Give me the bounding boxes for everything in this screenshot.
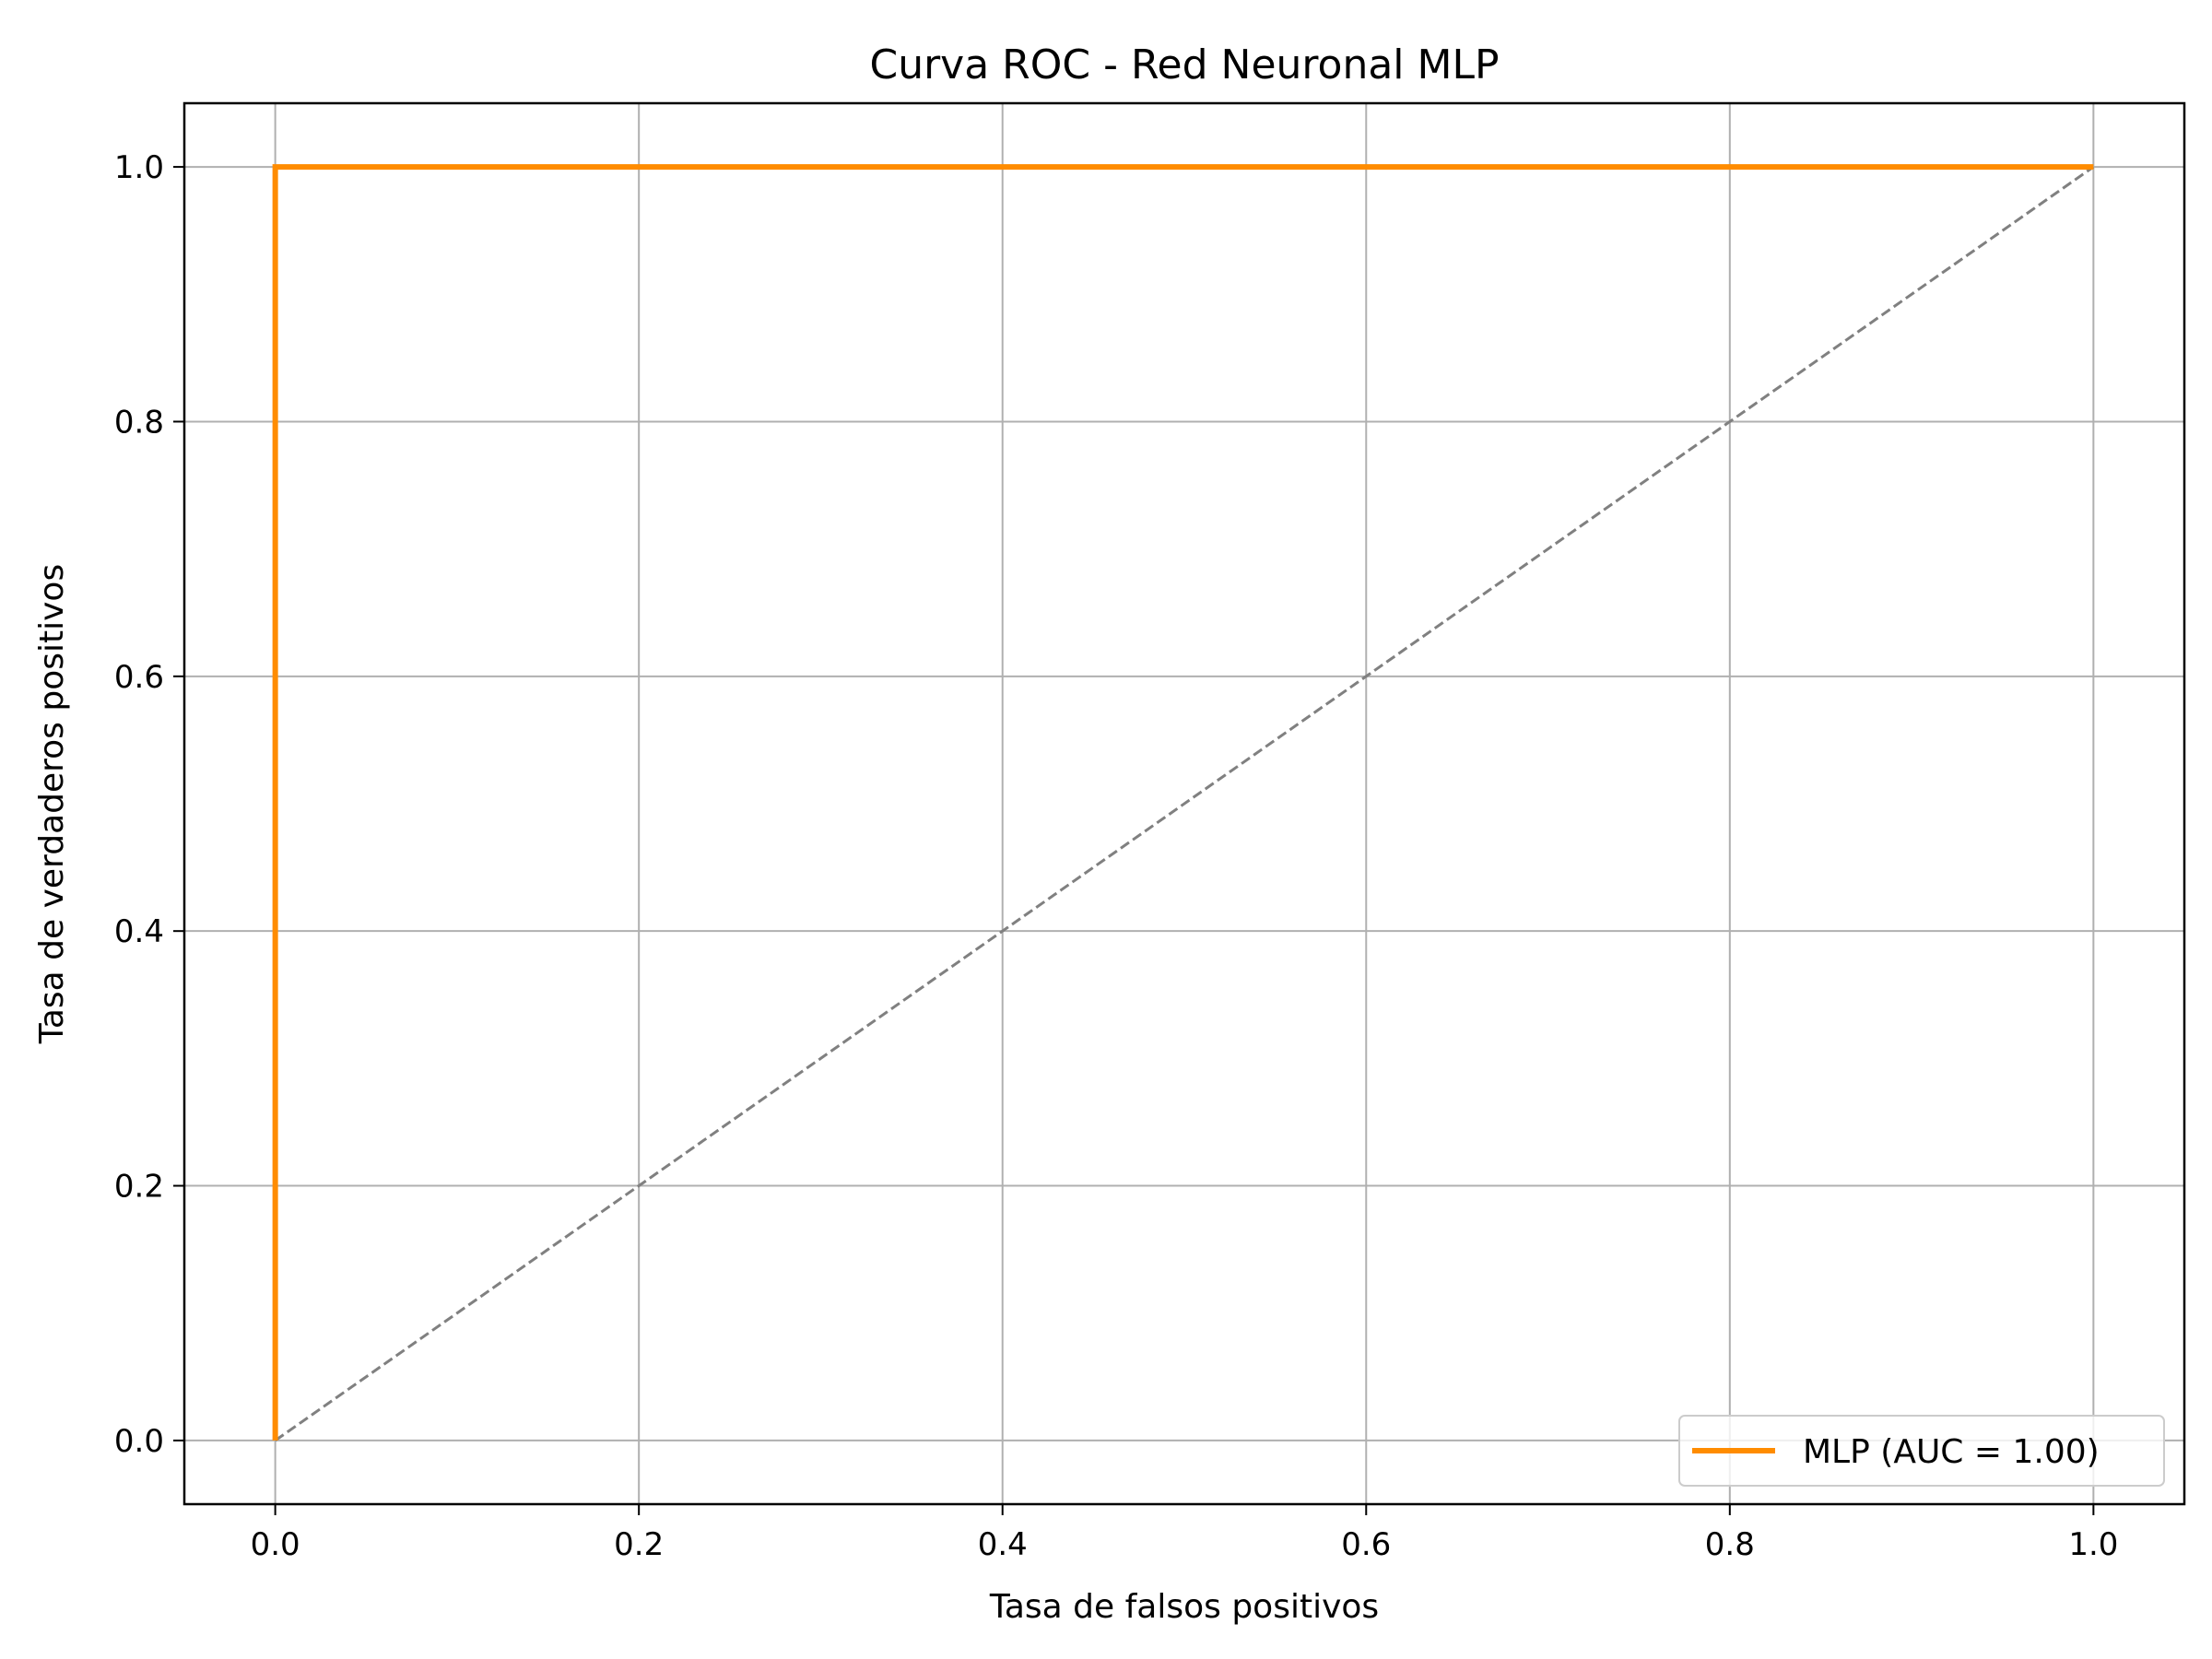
roc-curve-line: [272, 164, 2094, 1441]
y-tick-label: 0.2: [114, 1169, 164, 1206]
y-tick-label: 1.0: [114, 149, 164, 186]
legend: MLP (AUC = 1.00): [1678, 1415, 2165, 1487]
reference-diagonal-line: [274, 165, 2095, 1442]
y-tick-label: 0.0: [114, 1423, 164, 1460]
y-tick-label: 0.4: [114, 913, 164, 950]
y-axis-title: Tasa de verdaderos positivos: [33, 564, 71, 1044]
x-tick-label: 0.2: [614, 1526, 664, 1563]
series-layer: [272, 164, 2094, 1441]
x-tick-label: 0.4: [978, 1526, 1028, 1563]
x-tick-label: 1.0: [2068, 1526, 2118, 1563]
legend-label: MLP (AUC = 1.00): [1803, 1433, 2100, 1471]
x-tick-label: 0.6: [1341, 1526, 1391, 1563]
legend-box: [1678, 1415, 2165, 1487]
x-axis-title: Tasa de falsos positivos: [989, 1588, 1379, 1626]
y-tick-label: 0.8: [114, 404, 164, 441]
chart-title: Curva ROC - Red Neuronal MLP: [869, 41, 1499, 88]
ticks: 0.0 0.2 0.4 0.6 0.8 1.0 0.0 0.2 0.4 0.6 0.8 1.0: [114, 149, 2118, 1563]
x-tick-label: 0.0: [251, 1526, 300, 1563]
reference-line-layer: [274, 165, 2095, 1442]
plot-frame: [182, 101, 2186, 1506]
x-tick-label: 0.8: [1705, 1526, 1755, 1563]
y-tick-label: 0.6: [114, 659, 164, 696]
